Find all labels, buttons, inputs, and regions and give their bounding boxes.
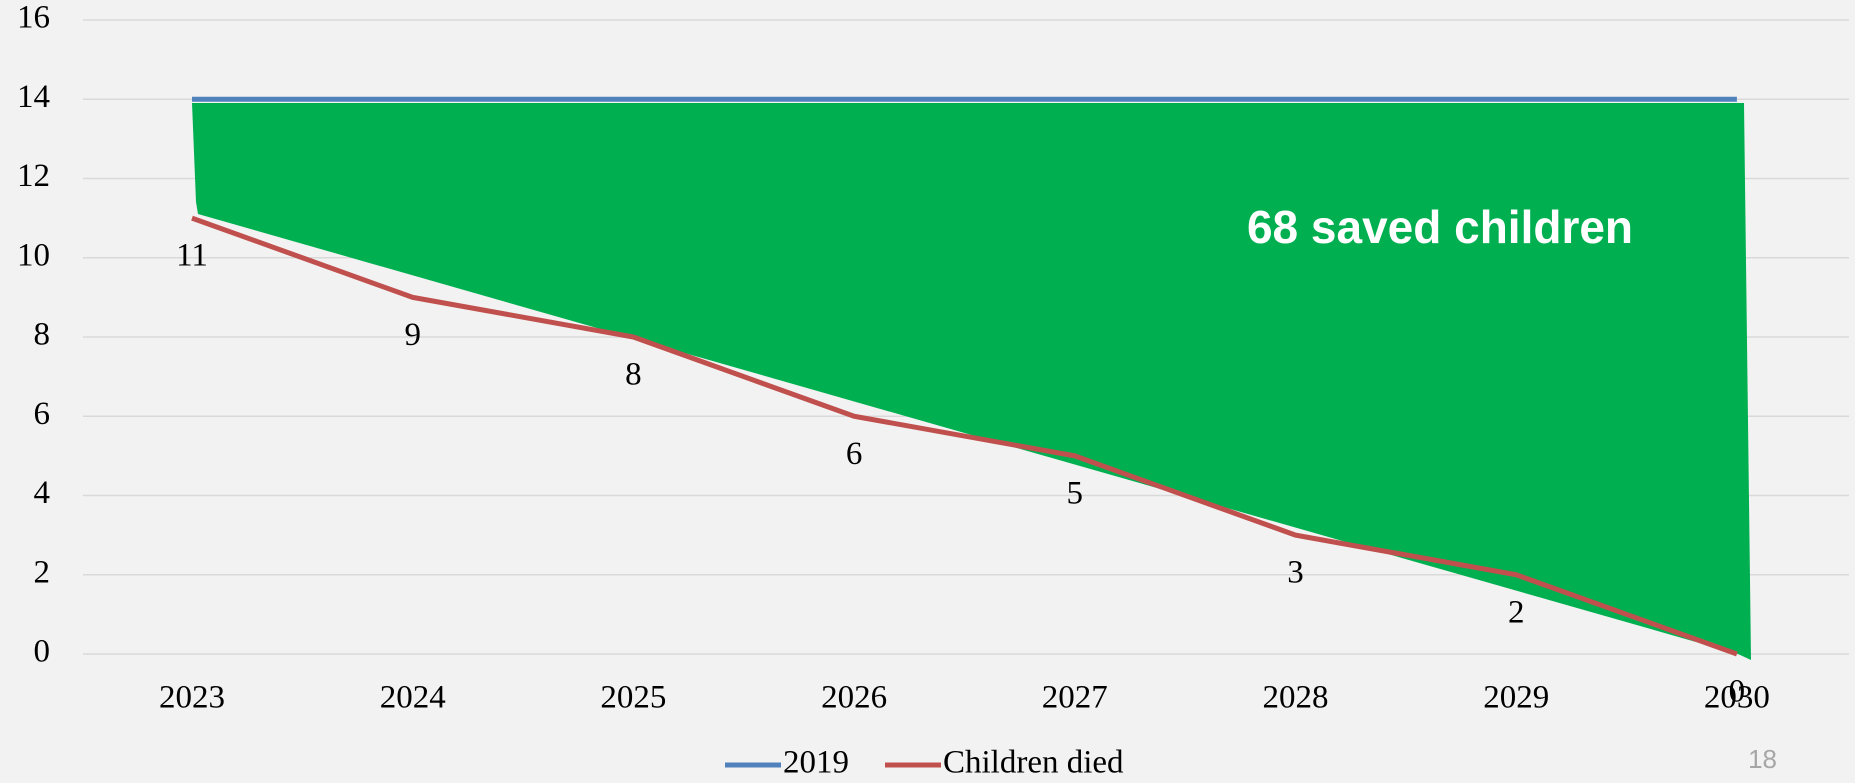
saved-area bbox=[192, 103, 1751, 660]
x-tick-label: 2025 bbox=[600, 680, 666, 716]
data-label: 3 bbox=[1287, 555, 1304, 591]
data-label: 11 bbox=[176, 238, 208, 274]
data-label: 5 bbox=[1067, 475, 1084, 511]
data-label: 9 bbox=[404, 317, 421, 353]
data-label: 0 bbox=[1729, 674, 1746, 710]
y-tick-label: 12 bbox=[17, 158, 50, 194]
y-tick-label: 4 bbox=[34, 475, 51, 511]
x-tick-label: 2027 bbox=[1042, 680, 1108, 716]
x-tick-label: 2024 bbox=[380, 680, 446, 716]
y-tick-label: 0 bbox=[34, 634, 51, 670]
y-tick-label: 10 bbox=[17, 237, 50, 273]
x-tick-label: 2029 bbox=[1483, 680, 1549, 716]
y-tick-label: 2 bbox=[34, 554, 51, 590]
y-tick-label: 16 bbox=[17, 0, 50, 36]
data-label: 2 bbox=[1508, 594, 1525, 630]
annotation: 68 saved children bbox=[1247, 201, 1633, 253]
x-tick-label: 2026 bbox=[821, 680, 887, 716]
x-tick-label: 2023 bbox=[159, 680, 225, 716]
y-tick-label: 14 bbox=[17, 79, 50, 115]
series-line bbox=[191, 215, 1738, 657]
y-tick-label: 6 bbox=[34, 396, 51, 432]
legend-label: 2019 bbox=[783, 745, 849, 781]
x-tick-label: 2030 bbox=[1704, 680, 1770, 716]
x-tick-label: 2028 bbox=[1263, 680, 1329, 716]
data-label: 8 bbox=[625, 357, 642, 393]
data-label: 6 bbox=[846, 436, 863, 472]
y-tick-label: 8 bbox=[34, 317, 51, 353]
page-number: 18 bbox=[1748, 744, 1777, 774]
legend-label: Children died bbox=[943, 745, 1124, 781]
